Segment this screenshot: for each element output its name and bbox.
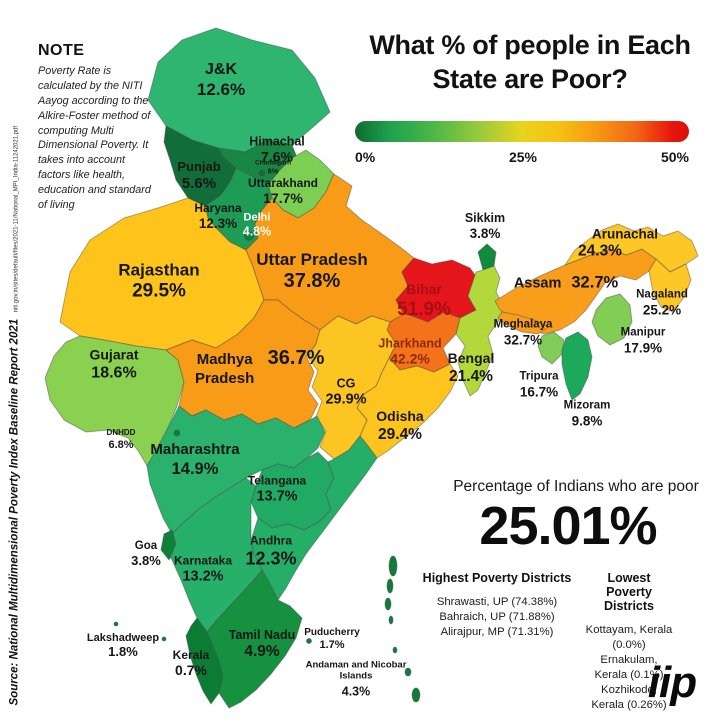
state-shape-dnhdd — [173, 429, 181, 437]
label-tamilnadu: Tamil Nadu 4.9% — [228, 627, 296, 660]
label-karnataka: Karnataka 13.2% — [173, 553, 233, 586]
page-title: What % of people in Each State are Poor? — [369, 30, 691, 95]
national-poverty-value: 25.01% — [479, 496, 657, 556]
note-block: NOTE Poverty Rate is calculated by the N… — [38, 42, 156, 213]
state-shape-delhi — [244, 231, 254, 241]
highest-poverty-districts: Highest Poverty Districts Shrawasti, UP … — [423, 571, 572, 640]
label-up: Uttar Pradesh 37.8% — [256, 249, 368, 292]
state-shape-lakshadweep — [113, 621, 167, 642]
label-tripura: Tripura 16.7% — [519, 370, 559, 400]
label-mp: Madhya Pradesh 36.7% — [195, 346, 325, 387]
state-shape-chandigarh — [258, 169, 266, 177]
label-chandigarh: Chandigarh 6% — [254, 159, 292, 176]
label-himachal: Himachal 7.6% — [249, 134, 305, 165]
state-shape-sikkim — [477, 243, 497, 271]
highest-districts-list: Shrawasti, UP (74.38%) Bahraich, UP (71.… — [423, 595, 572, 640]
label-puducherry: Puducherry 1.7% — [304, 626, 360, 651]
iip-logo: iip — [647, 658, 697, 707]
state-shape-andaman — [384, 555, 421, 703]
list-item: Shrawasti, UP (74.38%) — [436, 596, 558, 608]
label-rajasthan: Rajasthan 29.5% — [118, 260, 200, 302]
source-label: Source: National Multidimensional Povert… — [8, 318, 21, 706]
label-uttarakhand: Uttarakhand 17.7% — [247, 175, 319, 207]
label-jk: J&K 12.6% — [196, 61, 246, 99]
label-sikkim: Sikkim 3.8% — [464, 210, 506, 241]
label-haryana: Haryana 12.3% — [194, 201, 242, 232]
state-shape-puducherry — [306, 638, 312, 644]
state-shape-nagaland — [648, 258, 692, 313]
label-gujarat: Gujarat 18.6% — [89, 346, 139, 382]
label-nagaland: Nagaland 25.2% — [636, 288, 688, 318]
label-goa: Goa 3.8% — [131, 539, 161, 568]
label-dnhdd: DNHDD 6.8% — [106, 427, 136, 451]
label-mizoram: Mizoram 9.8% — [563, 399, 611, 429]
list-item: Kottayam, Kerala (0.0%) — [585, 624, 673, 651]
list-item: Kozhikode, Kerala (0.26%) — [591, 683, 667, 711]
label-manipur: Manipur 17.9% — [620, 326, 666, 356]
label-andaman: Andaman and Nicobar Islands 4.3% — [305, 659, 407, 699]
state-shape-bengal — [455, 265, 505, 397]
label-jharkhand: Jharkhand 42.2% — [378, 336, 442, 367]
lowest-districts-list: Kottayam, Kerala (0.0%) Ernakulam, Keral… — [584, 623, 675, 712]
label-punjab: Punjab 5.6% — [177, 158, 221, 192]
list-item: Ernakulam, Kerala (0.1%) — [594, 653, 664, 681]
scale-tick-min: 0% — [355, 149, 376, 165]
label-lakshadweep: Lakshadweep 1.8% — [86, 632, 160, 660]
label-bengal: Bengal 21.4% — [447, 349, 495, 385]
lowest-districts-title: Lowest Poverty Districts — [603, 571, 655, 613]
label-arunachal: Arunachal 24.3% — [578, 226, 659, 260]
label-assam: Assam 32.7% — [513, 273, 619, 292]
color-scale-bar — [355, 121, 689, 142]
lowest-poverty-districts: Lowest Poverty Districts Kottayam, Keral… — [584, 571, 675, 712]
summary-heading: Percentage of Indians who are poor — [453, 478, 699, 495]
label-bihar: Bihar 51.9% — [397, 281, 451, 320]
state-shape-tamilnadu — [206, 569, 303, 709]
source-url: niti.gov.in/sites/default/files/2021-11/… — [13, 125, 20, 313]
label-maharashtra: Maharashtra 14.9% — [150, 440, 240, 478]
state-shape-mizoram — [561, 331, 593, 401]
note-title: NOTE — [38, 42, 85, 59]
label-kerala: Kerala 0.7% — [172, 647, 210, 679]
label-odisha: Odisha 29.4% — [376, 407, 424, 443]
label-telangana: Telangana 13.7% — [247, 473, 307, 506]
highest-districts-title: Highest Poverty Districts — [422, 571, 572, 585]
note-body: Poverty Rate is calculated by the NITI A… — [38, 65, 151, 212]
state-shape-cg — [307, 315, 397, 460]
state-shape-meghalaya — [497, 311, 549, 335]
list-item: Alirajpur, MP (71.31%) — [440, 625, 554, 638]
label-andhra: Andhra 12.3% — [245, 533, 297, 570]
label-cg: CG 29.9% — [325, 376, 367, 408]
scale-tick-mid: 25% — [508, 149, 538, 165]
scale-tick-max: 50% — [660, 149, 689, 165]
source-citation: Source: National Multidimensional Povert… — [5, 14, 21, 706]
state-shape-arunachal — [564, 223, 699, 273]
label-meghalaya: Meghalaya 32.7% — [493, 318, 553, 348]
state-shape-goa — [160, 529, 177, 561]
label-delhi: Delhi 4.8% — [242, 211, 272, 239]
state-shape-manipur — [591, 293, 633, 346]
state-shape-tripura — [537, 331, 565, 365]
state-shape-odisha — [356, 357, 459, 459]
list-item: Bahraich, UP (71.88%) — [439, 610, 555, 623]
